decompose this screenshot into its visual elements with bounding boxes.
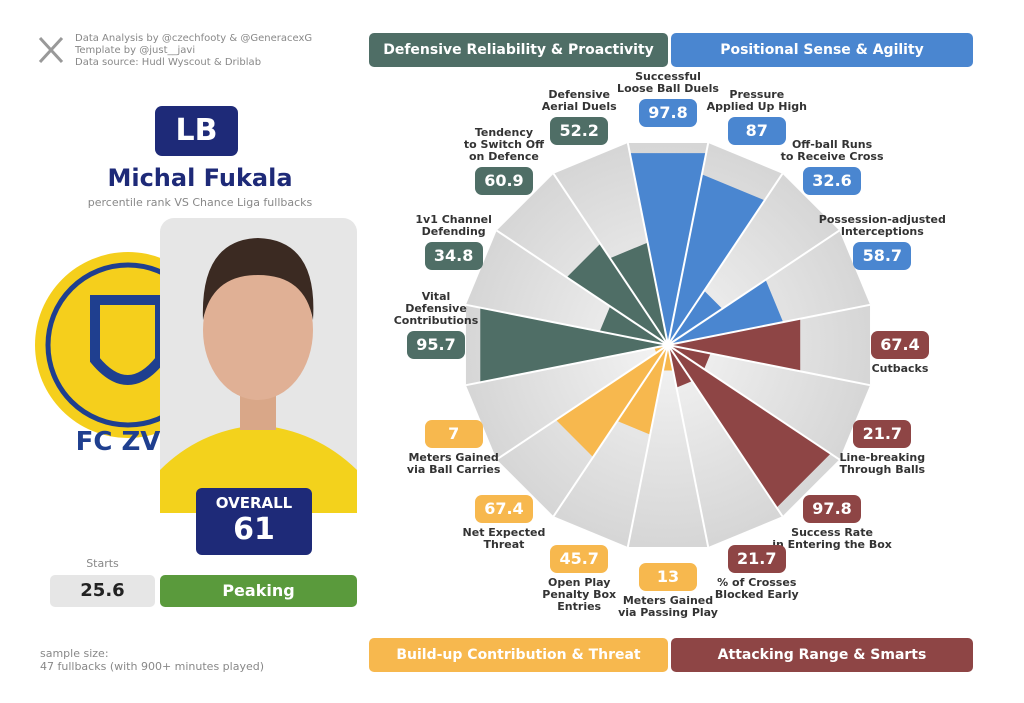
metric-label: Meters Gained via Ball Carries bbox=[406, 450, 501, 476]
metric-label: 1v1 Channel Defending bbox=[415, 213, 492, 239]
legend-item: Attacking Range & Smarts bbox=[671, 638, 973, 672]
metric-label: Defensive Aerial Duels bbox=[541, 87, 617, 113]
crest-shield bbox=[90, 295, 165, 385]
slice-separator bbox=[465, 303, 669, 346]
metric-label: Open Play Penalty Box Entries bbox=[542, 576, 617, 614]
player-name: Michal Fukala bbox=[107, 164, 293, 192]
bar bbox=[617, 345, 668, 435]
form-badge: Peaking bbox=[160, 575, 357, 607]
metric-label: Vital Defensive Contributions bbox=[393, 290, 479, 327]
bar bbox=[668, 174, 765, 345]
bar bbox=[662, 345, 674, 371]
value-label: 45.7 bbox=[550, 545, 609, 574]
player-hair bbox=[202, 238, 314, 320]
starts-value: 25.6 bbox=[50, 575, 155, 607]
overall-box bbox=[196, 488, 312, 555]
bar bbox=[599, 306, 668, 345]
bar bbox=[668, 345, 831, 508]
slice-separator bbox=[465, 344, 669, 387]
value-label: 21.7 bbox=[853, 419, 912, 448]
value-label: 34.8 bbox=[424, 242, 483, 271]
bar bbox=[480, 307, 668, 383]
legend-item: Build-up Contribution & Threat bbox=[369, 638, 668, 672]
club-text: FC ZV bbox=[76, 427, 161, 457]
metric-label: Success Rate in Entering the Box bbox=[772, 526, 892, 552]
slice-separator bbox=[626, 142, 669, 346]
credit: Data Analysis by @czechfooty & @Generace… bbox=[75, 33, 313, 44]
metric-label: Off-ball Runs to Receive Cross bbox=[780, 137, 884, 163]
value-label: 60.9 bbox=[474, 166, 533, 195]
bar bbox=[566, 243, 668, 345]
player-face bbox=[203, 260, 313, 400]
bar bbox=[668, 290, 723, 345]
metric-label: Meters Gained via Passing Play bbox=[618, 594, 718, 619]
metric-label: Cutbacks bbox=[871, 362, 929, 375]
value-label: 7 bbox=[424, 419, 483, 448]
legend-item: Defensive Reliability & Proactivity bbox=[369, 33, 668, 67]
metric-label: % of Crosses Blocked Early bbox=[714, 576, 799, 602]
subtitle: percentile rank VS Chance Liga fullbacks bbox=[87, 196, 313, 209]
value-label: 21.7 bbox=[727, 545, 786, 574]
value-label: 97.8 bbox=[639, 99, 697, 127]
slice-separator bbox=[552, 173, 669, 346]
slice-separator bbox=[552, 344, 669, 517]
metric-label: Net Expected Threat bbox=[462, 526, 546, 552]
bar bbox=[629, 153, 707, 345]
slice-separator bbox=[667, 142, 710, 346]
value-label: 87 bbox=[727, 116, 786, 145]
slice-separator bbox=[667, 344, 871, 387]
value-label: 52.2 bbox=[550, 116, 609, 145]
value-label: 97.8 bbox=[803, 495, 862, 524]
slice-separator bbox=[496, 229, 669, 346]
value-label: 58.7 bbox=[853, 242, 912, 271]
x-logo bbox=[38, 36, 64, 64]
bar bbox=[609, 242, 668, 345]
overall-value: 61 bbox=[233, 512, 275, 547]
slice-separator bbox=[496, 344, 669, 461]
slice-separator bbox=[667, 344, 710, 548]
slice-separator bbox=[667, 173, 784, 346]
slice-separator bbox=[667, 303, 871, 346]
metric-label: Possession-adjusted Interceptions bbox=[818, 213, 946, 239]
value-label: 32.6 bbox=[803, 166, 862, 195]
bar bbox=[555, 345, 668, 458]
metric-label: Pressure Applied Up High bbox=[706, 87, 807, 113]
position-badge: LB bbox=[155, 106, 238, 156]
legend-item: Positional Sense & Agility bbox=[671, 33, 973, 67]
bar bbox=[668, 279, 784, 345]
slice-separator bbox=[667, 344, 784, 517]
credit: Template by @just__javi bbox=[75, 45, 196, 56]
metric-label: Successful Loose Ball Duels bbox=[617, 70, 719, 95]
slice-separator bbox=[626, 344, 669, 548]
overall-label: OVERALL bbox=[215, 494, 293, 512]
value-label: 67.4 bbox=[871, 331, 929, 359]
bar bbox=[668, 318, 801, 372]
value-label: 13 bbox=[639, 563, 697, 591]
slice-separator bbox=[667, 344, 840, 461]
metric-label: Line-breaking Through Balls bbox=[839, 450, 926, 476]
starts-label: Starts bbox=[86, 557, 119, 570]
credit: Data source: Hudl Wyscout & Driblab bbox=[75, 57, 262, 68]
value-label: 67.4 bbox=[474, 495, 533, 524]
value-label: 95.7 bbox=[407, 331, 465, 359]
slice-separator bbox=[667, 229, 840, 346]
metric-label: Tendency to Switch Off on Defence bbox=[463, 125, 545, 163]
sample-note: sample size: 47 fullbacks (with 900+ min… bbox=[40, 647, 265, 673]
